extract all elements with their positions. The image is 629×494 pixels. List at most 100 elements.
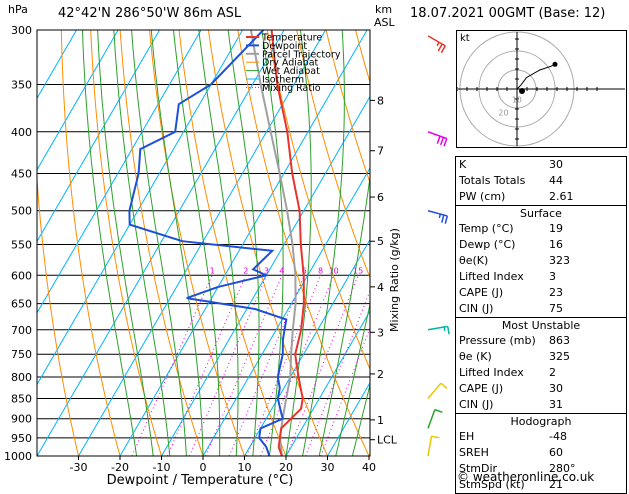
pressure-tick-label: 750 [11, 348, 32, 361]
wet-adiabat-line [302, 30, 345, 456]
wind-barb [427, 435, 440, 457]
pressure-tick-label: 900 [11, 413, 32, 426]
wet-adiabat-line [97, 30, 154, 456]
legend-item: Temperature [261, 33, 322, 44]
dry-adiabat-line [325, 30, 370, 185]
pressure-tick-label: 450 [11, 167, 32, 180]
surface-index-key: Dewp (°C) [459, 238, 516, 251]
hodograph-index-row: SREH 60 [456, 445, 626, 461]
isotherm-line [202, 167, 370, 456]
asl-unit-label: ASL [374, 16, 395, 29]
wet-adiabat-line [82, 30, 138, 456]
wind-barb-feather [431, 435, 440, 439]
mixing-ratio-label: 8 [318, 266, 323, 275]
surface-index-row: Dewp (°C) 16 [456, 237, 626, 253]
mixing-ratio-line [246, 275, 322, 456]
y2-axis-title: Mixing Ratio (g/kg) [388, 228, 401, 332]
mixing-ratio-label: 20 [371, 266, 381, 275]
surface-index-value: 75 [549, 302, 563, 315]
surface-index-row: Temp (°C) 19 [456, 221, 626, 237]
surface-index-key: θe(K) [459, 254, 489, 267]
mixing-ratio-line [305, 289, 370, 456]
surface-section-title: Surface [520, 207, 562, 220]
temperature-profile [270, 30, 305, 456]
surface-index-value: 23 [549, 286, 563, 299]
index-value: 44 [549, 174, 563, 187]
unstable-index-row: CIN (J) 31 [456, 397, 626, 413]
surface-index-key: CIN (J) [459, 302, 494, 315]
x-tick-label: 40 [362, 461, 376, 474]
hodograph-index-key: StmDir [459, 462, 498, 475]
wind-barb [427, 131, 448, 147]
x-tick-label: -20 [111, 461, 129, 474]
mixing-ratio-label: 10 [329, 266, 339, 275]
parcel-trajectory [249, 30, 297, 456]
unstable-index-key: CIN (J) [459, 398, 494, 411]
index-row: Totals Totals 44 [456, 173, 626, 189]
surface-index-value: 19 [549, 222, 563, 235]
wind-barb-staff [427, 382, 442, 399]
x-axis-title: Dewpoint / Temperature (°C) [107, 473, 294, 486]
isotherm-line [244, 238, 370, 456]
wind-barb [427, 35, 446, 54]
unstable-index-value: 325 [549, 350, 570, 363]
x-tick-label: -10 [153, 461, 171, 474]
hodograph-unit-label: kt [460, 33, 470, 44]
datetime-title: 18.07.2021 00GMT (Base: 12) [410, 6, 606, 21]
dry-adiabat-line [149, 30, 245, 456]
wet-adiabat-line [335, 301, 370, 456]
x-tick-label: -30 [70, 461, 88, 474]
wind-barb-feather [440, 45, 446, 54]
hodograph: kt 10 20 [456, 30, 627, 148]
wet-adiabat-line [261, 30, 284, 456]
hodograph-index-value: 60 [549, 446, 563, 459]
surface-index-key: Temp (°C) [459, 222, 514, 235]
pressure-tick-label: 800 [11, 371, 32, 384]
isotherm-line [37, 30, 119, 171]
surface-index-value: 323 [549, 254, 570, 267]
mixing-ratio-line [205, 275, 283, 456]
wind-barb-half-feather [443, 326, 446, 332]
unstable-index-row: θe (K) 325 [456, 349, 626, 365]
legend-item: Isotherm [262, 75, 304, 86]
wet-adiabat-line [150, 30, 204, 456]
unstable-index-key: CAPE (J) [459, 382, 504, 395]
surface-index-row: θe(K) 323 [456, 253, 626, 269]
surface-index-row: CIN (J) 75 [456, 301, 626, 317]
index-row: K 30 [456, 157, 626, 173]
unstable-index-key: θe (K) [459, 350, 492, 363]
surface-index-value: 16 [549, 238, 563, 251]
hodograph-section-title: Hodograph [510, 415, 572, 428]
mixing-ratio-label: 4 [279, 266, 284, 275]
mixing-ratio-line [320, 326, 370, 456]
height-tick-label: 8 [377, 94, 384, 107]
height-tick-label: 5 [377, 235, 384, 248]
hodograph-index-row: EH -48 [456, 429, 626, 445]
mixing-ratio-line [188, 275, 268, 456]
wind-barb-half-feather [438, 213, 442, 219]
unstable-index-row: Pressure (mb) 863 [456, 333, 626, 349]
wet-adiabat-line [318, 173, 370, 456]
wet-adiabat-line [198, 30, 239, 456]
hodograph-index-row: StmDir 280° [456, 461, 626, 477]
dry-adiabat-line [90, 30, 162, 456]
legend-item: Parcel Trajectory [262, 49, 341, 60]
legend-item: Wet Adiabat [262, 66, 320, 77]
wet-adiabat-line [351, 382, 370, 456]
pressure-tick-label: 500 [11, 205, 32, 218]
dry-adiabat-line [207, 30, 328, 456]
wind-barb-feather [443, 138, 448, 147]
dry-adiabat-line [266, 30, 370, 371]
mixing-ratio-label: 3 [264, 266, 269, 275]
wet-adiabat-line [173, 30, 221, 456]
dry-adiabat-line [119, 30, 204, 456]
x-tick-label: 20 [279, 461, 293, 474]
unstable-index-value: 863 [549, 334, 570, 347]
pressure-tick-label: 1000 [4, 450, 32, 463]
surface-index-value: 3 [549, 270, 556, 283]
wind-barb [427, 382, 448, 399]
height-tick-label: 7 [377, 145, 384, 158]
x-tick-label: 10 [238, 461, 252, 474]
wind-barb-half-feather [436, 41, 440, 47]
